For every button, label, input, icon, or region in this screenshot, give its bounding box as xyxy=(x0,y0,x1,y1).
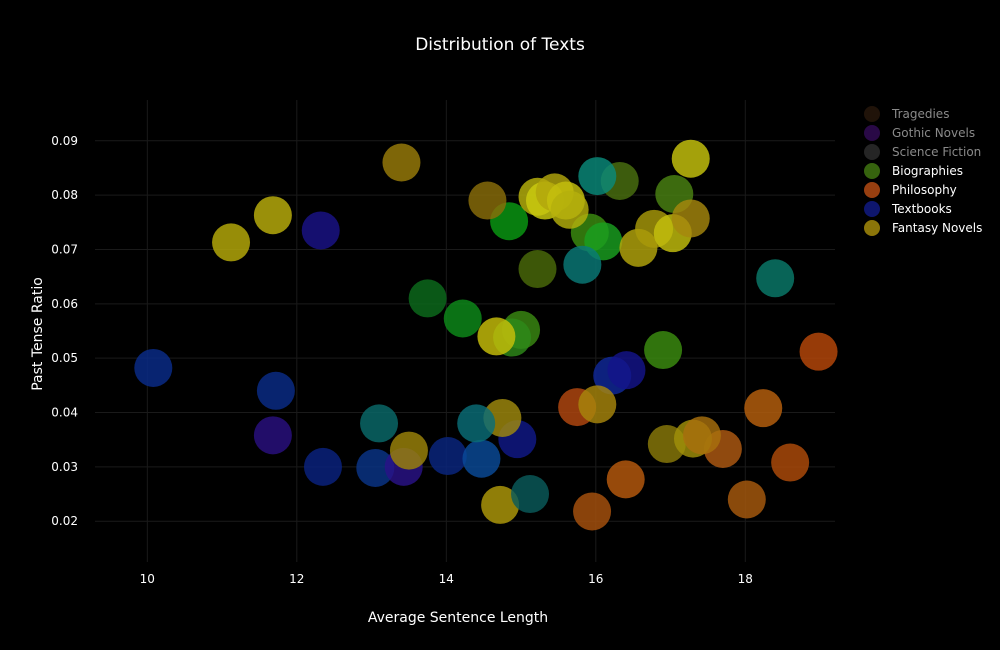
x-tick-label: 14 xyxy=(439,572,454,586)
legend-marker[interactable] xyxy=(864,144,880,160)
legend: Tragedies Gothic Novels Science Fiction Bio… xyxy=(864,106,982,236)
data-point xyxy=(356,448,395,487)
data-point xyxy=(671,139,710,178)
data-point xyxy=(382,143,421,182)
data-point xyxy=(428,437,467,476)
data-point xyxy=(682,416,721,455)
legend-marker[interactable] xyxy=(864,220,880,236)
data-point xyxy=(563,245,602,284)
data-point xyxy=(443,299,482,338)
legend-item-label[interactable]: Fantasy Novels xyxy=(892,221,982,235)
series-4 xyxy=(558,332,838,531)
data-point xyxy=(256,371,295,410)
data-point xyxy=(134,348,173,387)
legend-item-label[interactable]: Tragedies xyxy=(891,107,949,121)
x-axis-ticks: 10 12 14 16 18 xyxy=(140,572,753,586)
y-tick-label: 0.04 xyxy=(51,406,78,420)
y-tick-label: 0.05 xyxy=(51,351,78,365)
y-tick-label: 0.08 xyxy=(51,188,78,202)
data-point xyxy=(253,416,292,455)
x-axis-title: Average Sentence Length xyxy=(368,610,548,626)
data-point xyxy=(462,439,501,478)
chart-title: Distribution of Texts xyxy=(415,35,585,55)
data-point xyxy=(389,431,428,470)
legend-marker[interactable] xyxy=(864,201,880,217)
legend-item-label[interactable]: Biographies xyxy=(892,164,963,178)
series-3 xyxy=(408,161,694,370)
data-point xyxy=(408,279,447,318)
data-point xyxy=(457,404,496,443)
data-point xyxy=(573,492,612,531)
data-point xyxy=(468,181,507,220)
x-tick-label: 16 xyxy=(588,572,603,586)
data-point xyxy=(550,190,589,229)
legend-marker[interactable] xyxy=(864,125,880,141)
x-tick-label: 10 xyxy=(140,572,155,586)
data-point xyxy=(671,199,710,238)
data-point xyxy=(518,250,557,289)
y-axis-ticks: 0.02 0.03 0.04 0.05 0.06 0.07 0.08 0.09 xyxy=(51,134,78,528)
series-7 xyxy=(360,157,795,514)
series-6 xyxy=(212,139,721,524)
legend-marker[interactable] xyxy=(864,163,880,179)
data-point xyxy=(511,475,550,514)
x-tick-label: 12 xyxy=(289,572,304,586)
y-tick-label: 0.02 xyxy=(51,514,78,528)
legend-item-label[interactable]: Textbooks xyxy=(891,202,952,216)
data-point xyxy=(727,480,766,519)
data-point xyxy=(606,460,645,499)
y-tick-label: 0.06 xyxy=(51,297,78,311)
y-tick-label: 0.09 xyxy=(51,134,78,148)
legend-item-label[interactable]: Science Fiction xyxy=(892,145,981,159)
legend-marker[interactable] xyxy=(864,182,880,198)
data-point xyxy=(578,385,617,424)
data-point xyxy=(771,443,810,482)
data-point xyxy=(744,389,783,428)
y-tick-label: 0.03 xyxy=(51,460,78,474)
legend-marker[interactable] xyxy=(864,106,880,122)
y-axis-title: Past Tense Ratio xyxy=(30,277,46,391)
data-point xyxy=(481,485,520,524)
legend-item-label[interactable]: Philosophy xyxy=(892,183,957,197)
data-point xyxy=(477,317,516,356)
legend-item-label[interactable]: Gothic Novels xyxy=(892,126,975,140)
data-point xyxy=(253,196,292,235)
data-point xyxy=(578,157,617,196)
data-point xyxy=(301,211,340,250)
data-point xyxy=(212,223,251,262)
data-point xyxy=(360,404,399,443)
y-tick-label: 0.07 xyxy=(51,242,78,256)
data-points xyxy=(134,139,838,531)
data-point xyxy=(644,331,683,370)
data-point xyxy=(756,259,795,298)
data-point xyxy=(303,447,342,486)
x-tick-label: 18 xyxy=(738,572,753,586)
data-point xyxy=(607,351,646,390)
data-point xyxy=(799,332,838,371)
